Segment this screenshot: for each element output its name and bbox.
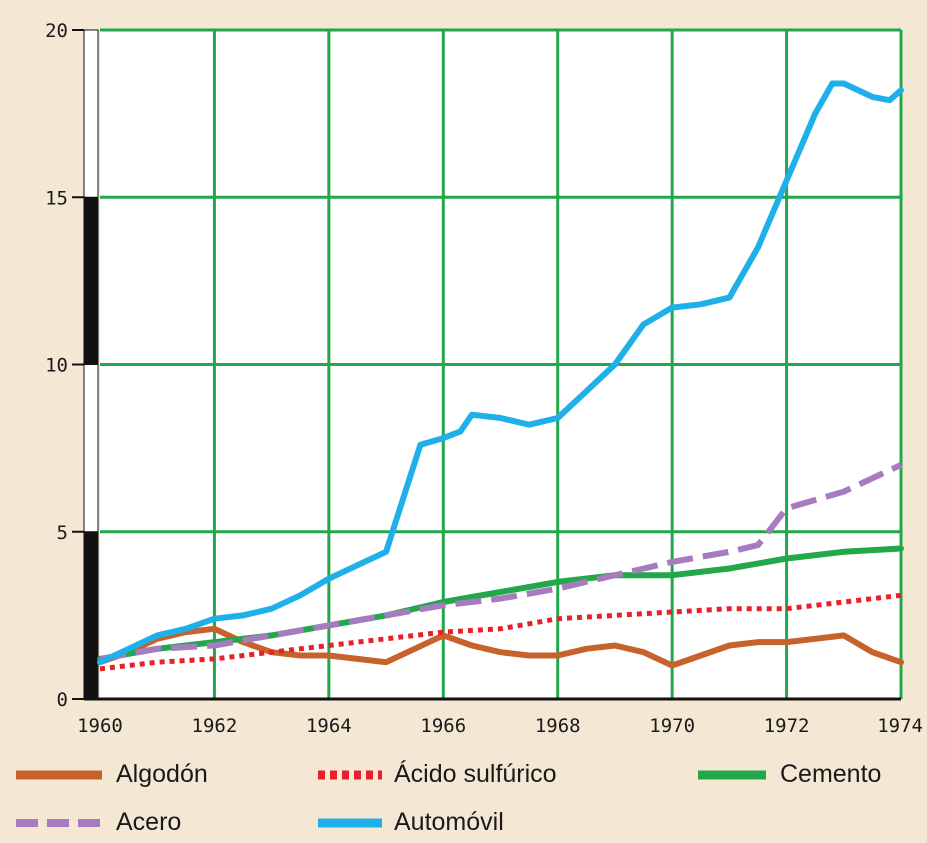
legend-swatch-acero [16, 818, 102, 827]
legend-item-cemento: Cemento [696, 760, 881, 789]
line-chart: 0 5 10 15 20 1960 1962 1964 1966 1968 1970 1972 197… [45, 20, 923, 737]
y-axis: 0 5 10 15 20 [45, 20, 99, 711]
x-tick-label-1974: 1974 [877, 715, 923, 737]
legend-swatch-algodon [16, 770, 102, 779]
legend-label-acido-sulfurico: Ácido sulfúrico [394, 760, 557, 788]
legend-label-automovil: Automóvil [394, 808, 504, 836]
x-axis: 1960 1962 1964 1966 1968 1970 1972 1974 [77, 697, 923, 737]
legend-label-acero: Acero [116, 808, 182, 836]
x-tick-label-1966: 1966 [420, 715, 466, 737]
legend-item-acero: Acero [14, 808, 181, 837]
series-line-acido-sulfurico [99, 592, 902, 672]
legend-label-algodon: Algodón [116, 760, 208, 788]
y-axis-band-10-15 [83, 196, 99, 365]
y-axis-band-0-5 [83, 531, 99, 700]
series-lines [97, 80, 904, 672]
y-axis-band-5-10 [83, 364, 99, 533]
legend-swatch-cemento [698, 770, 766, 779]
grid-lines [100, 28, 903, 699]
series-line-cemento [97, 545, 904, 662]
legend-swatch-automovil [318, 818, 382, 827]
legend-item-algodon: Algodón [14, 760, 208, 789]
y-tick-label-5: 5 [57, 522, 68, 544]
legend-swatch-acido-sulfurico [318, 770, 382, 779]
x-tick-label-1964: 1964 [306, 715, 352, 737]
x-tick-label-1968: 1968 [535, 715, 581, 737]
y-tick-label-20: 20 [45, 20, 68, 42]
legend: Algodón Ácido sulfúrico Cemento Acero Au… [0, 752, 927, 843]
series-line-automovil [97, 80, 904, 666]
y-tick-label-10: 10 [45, 355, 68, 377]
legend-label-cemento: Cemento [780, 760, 882, 788]
x-tick-label-1962: 1962 [192, 715, 238, 737]
x-tick-label-1970: 1970 [649, 715, 695, 737]
legend-item-automovil: Automóvil [316, 808, 504, 837]
legend-item-acido-sulfurico: Ácido sulfúrico [316, 760, 557, 789]
series-line-acero [99, 462, 903, 662]
y-tick-label-15: 15 [45, 187, 68, 209]
x-tick-label-1972: 1972 [764, 715, 810, 737]
y-tick-label-0: 0 [57, 689, 68, 711]
x-tick-label-1960: 1960 [77, 715, 123, 737]
y-axis-band-15-20 [83, 29, 99, 198]
